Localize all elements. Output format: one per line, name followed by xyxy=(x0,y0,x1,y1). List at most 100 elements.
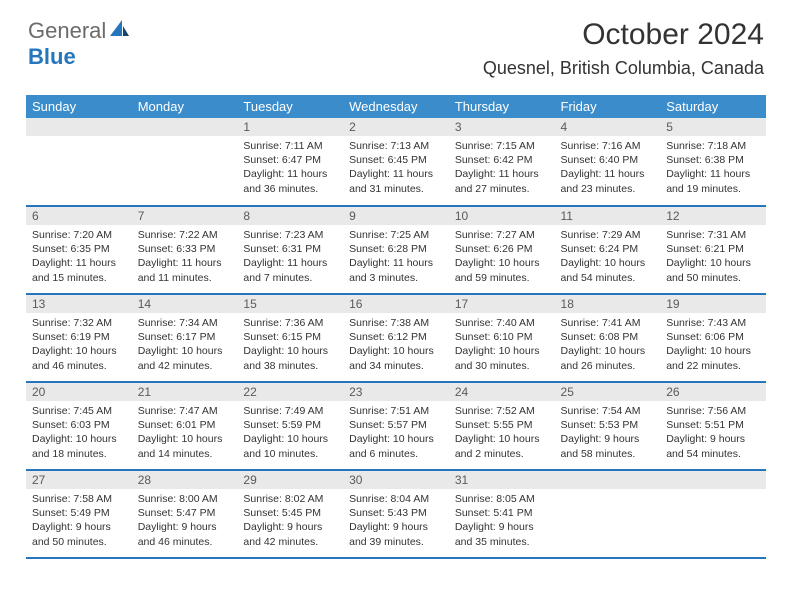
sunset-line: Sunset: 6:47 PM xyxy=(243,154,321,166)
calendar-week-row: 27Sunrise: 7:58 AMSunset: 5:49 PMDayligh… xyxy=(26,470,766,558)
sunset-line: Sunset: 6:01 PM xyxy=(138,419,216,431)
day-header: Tuesday xyxy=(237,95,343,118)
calendar-day-cell: 29Sunrise: 8:02 AMSunset: 5:45 PMDayligh… xyxy=(237,470,343,558)
sunrise-line: Sunrise: 7:25 AM xyxy=(349,229,429,241)
sunrise-line: Sunrise: 8:04 AM xyxy=(349,493,429,505)
day-number: 2 xyxy=(343,118,449,136)
day-details: Sunrise: 7:13 AMSunset: 6:45 PMDaylight:… xyxy=(343,136,449,202)
day-number: 30 xyxy=(343,471,449,489)
day-details: Sunrise: 7:41 AMSunset: 6:08 PMDaylight:… xyxy=(555,313,661,379)
logo-text-2: Blue xyxy=(28,44,76,69)
calendar-day-cell xyxy=(555,470,661,558)
daylight-line: Daylight: 9 hours and 46 minutes. xyxy=(138,521,217,547)
day-details: Sunrise: 7:22 AMSunset: 6:33 PMDaylight:… xyxy=(132,225,238,291)
sunset-line: Sunset: 6:17 PM xyxy=(138,331,216,343)
daylight-line: Daylight: 9 hours and 54 minutes. xyxy=(666,433,745,459)
sunrise-line: Sunrise: 7:51 AM xyxy=(349,405,429,417)
sunrise-line: Sunrise: 7:49 AM xyxy=(243,405,323,417)
daylight-line: Daylight: 10 hours and 50 minutes. xyxy=(666,257,751,283)
day-number: 11 xyxy=(555,207,661,225)
daylight-line: Daylight: 11 hours and 31 minutes. xyxy=(349,168,433,194)
sunset-line: Sunset: 6:15 PM xyxy=(243,331,321,343)
calendar-day-cell: 18Sunrise: 7:41 AMSunset: 6:08 PMDayligh… xyxy=(555,294,661,382)
day-details: Sunrise: 7:36 AM Sunset: 6:15 PM Daylight:… xyxy=(237,313,343,379)
daylight-line: Daylight: 10 hours and 2 minutes. xyxy=(455,433,540,459)
calendar-day-cell: 21Sunrise: 7:47 AMSunset: 6:01 PMDayligh… xyxy=(132,382,238,470)
sunset-line: Sunset: 6:19 PM xyxy=(32,331,110,343)
calendar-day-cell: 3Sunrise: 7:15 AMSunset: 6:42 PMDaylight… xyxy=(449,118,555,206)
sunrise-line: Sunrise: 7:15 AM xyxy=(455,140,535,152)
calendar-day-cell: 19Sunrise: 7:43 AMSunset: 6:06 PMDayligh… xyxy=(660,294,766,382)
daylight-line: Daylight: 9 hours and 39 minutes. xyxy=(349,521,428,547)
daylight-line: Daylight: 10 hours and 42 minutes. xyxy=(138,345,223,371)
header: General October 2024 Quesnel, British Co… xyxy=(0,0,792,87)
day-number: 24 xyxy=(449,383,555,401)
daylight-line: Daylight: 11 hours and 19 minutes. xyxy=(666,168,750,194)
day-details: Sunrise: 8:05 AMSunset: 5:41 PMDaylight:… xyxy=(449,489,555,555)
sunrise-line: Sunrise: 7:20 AM xyxy=(32,229,112,241)
sunrise-line: Sunrise: 7:16 AM xyxy=(561,140,641,152)
calendar-day-cell: 7Sunrise: 7:22 AMSunset: 6:33 PMDaylight… xyxy=(132,206,238,294)
calendar-day-cell: 15 Sunrise: 7:36 AM Sunset: 6:15 PM Dayligh… xyxy=(237,294,343,382)
day-number xyxy=(660,471,766,489)
day-number: 15 xyxy=(237,295,343,313)
calendar-week-row: 1Sunrise: 7:11 AMSunset: 6:47 PMDaylight… xyxy=(26,118,766,206)
sunrise-line: Sunrise: 7:36 AM xyxy=(243,317,323,329)
day-details: Sunrise: 7:27 AMSunset: 6:26 PMDaylight:… xyxy=(449,225,555,291)
sunrise-line: Sunrise: 7:58 AM xyxy=(32,493,112,505)
calendar-header-row: SundayMondayTuesdayWednesdayThursdayFrid… xyxy=(26,95,766,118)
day-number: 22 xyxy=(237,383,343,401)
sunset-line: Sunset: 6:08 PM xyxy=(561,331,639,343)
calendar-day-cell: 22Sunrise: 7:49 AMSunset: 5:59 PMDayligh… xyxy=(237,382,343,470)
day-details: Sunrise: 7:49 AMSunset: 5:59 PMDaylight:… xyxy=(237,401,343,467)
day-details: Sunrise: 7:18 AMSunset: 6:38 PMDaylight:… xyxy=(660,136,766,202)
daylight-line: Daylight: 10 hours and 30 minutes. xyxy=(455,345,540,371)
sunrise-line: Sunrise: 7:22 AM xyxy=(138,229,218,241)
day-details: Sunrise: 8:04 AMSunset: 5:43 PMDaylight:… xyxy=(343,489,449,555)
day-details: Sunrise: 8:00 AMSunset: 5:47 PMDaylight:… xyxy=(132,489,238,555)
sunset-line: Sunset: 6:06 PM xyxy=(666,331,744,343)
logo-line2: Blue xyxy=(28,44,76,70)
calendar-day-cell: 14Sunrise: 7:34 AMSunset: 6:17 PMDayligh… xyxy=(132,294,238,382)
calendar-day-cell: 11Sunrise: 7:29 AMSunset: 6:24 PMDayligh… xyxy=(555,206,661,294)
calendar-day-cell: 20Sunrise: 7:45 AMSunset: 6:03 PMDayligh… xyxy=(26,382,132,470)
daylight-line: Daylight: 11 hours and 7 minutes. xyxy=(243,257,327,283)
calendar-day-cell xyxy=(132,118,238,206)
sunset-line: Sunset: 6:42 PM xyxy=(455,154,533,166)
daylight-line: Daylight: 11 hours and 27 minutes. xyxy=(455,168,539,194)
sunset-line: Sunset: 5:47 PM xyxy=(138,507,216,519)
calendar-table: SundayMondayTuesdayWednesdayThursdayFrid… xyxy=(26,95,766,559)
sunset-line: Sunset: 6:26 PM xyxy=(455,243,533,255)
day-header: Thursday xyxy=(449,95,555,118)
day-number: 23 xyxy=(343,383,449,401)
title-block: October 2024 Quesnel, British Columbia, … xyxy=(483,18,764,79)
sunset-line: Sunset: 6:28 PM xyxy=(349,243,427,255)
daylight-line: Daylight: 10 hours and 38 minutes. xyxy=(243,345,328,371)
sunset-line: Sunset: 6:03 PM xyxy=(32,419,110,431)
logo-text-1: General xyxy=(28,18,106,44)
day-details: Sunrise: 7:15 AM Sunset: 6:42 PM Daylight:… xyxy=(449,136,555,202)
day-details: Sunrise: 7:43 AMSunset: 6:06 PMDaylight:… xyxy=(660,313,766,379)
calendar-day-cell: 5Sunrise: 7:18 AMSunset: 6:38 PMDaylight… xyxy=(660,118,766,206)
day-number xyxy=(555,471,661,489)
day-number: 9 xyxy=(343,207,449,225)
day-number: 14 xyxy=(132,295,238,313)
sunrise-line: Sunrise: 7:54 AM xyxy=(561,405,641,417)
sunset-line: Sunset: 5:51 PM xyxy=(666,419,744,431)
day-number: 31 xyxy=(449,471,555,489)
sunrise-line: Sunrise: 7:23 AM xyxy=(243,229,323,241)
day-number: 6 xyxy=(26,207,132,225)
day-details: Sunrise: 7:58 AMSunset: 5:49 PMDaylight:… xyxy=(26,489,132,555)
day-number: 13 xyxy=(26,295,132,313)
day-details: Sunrise: 7:31 AMSunset: 6:21 PMDaylight:… xyxy=(660,225,766,291)
day-details: Sunrise: 7:34 AMSunset: 6:17 PMDaylight:… xyxy=(132,313,238,379)
calendar-day-cell: 8Sunrise: 7:23 AMSunset: 6:31 PMDaylight… xyxy=(237,206,343,294)
sunrise-line: Sunrise: 7:38 AM xyxy=(349,317,429,329)
daylight-line: Daylight: 10 hours and 46 minutes. xyxy=(32,345,117,371)
sunset-line: Sunset: 6:24 PM xyxy=(561,243,639,255)
day-header: Sunday xyxy=(26,95,132,118)
calendar-day-cell: 31Sunrise: 8:05 AMSunset: 5:41 PMDayligh… xyxy=(449,470,555,558)
day-number xyxy=(132,118,238,136)
daylight-line: Daylight: 11 hours and 3 minutes. xyxy=(349,257,433,283)
calendar-week-row: 20Sunrise: 7:45 AMSunset: 6:03 PMDayligh… xyxy=(26,382,766,470)
